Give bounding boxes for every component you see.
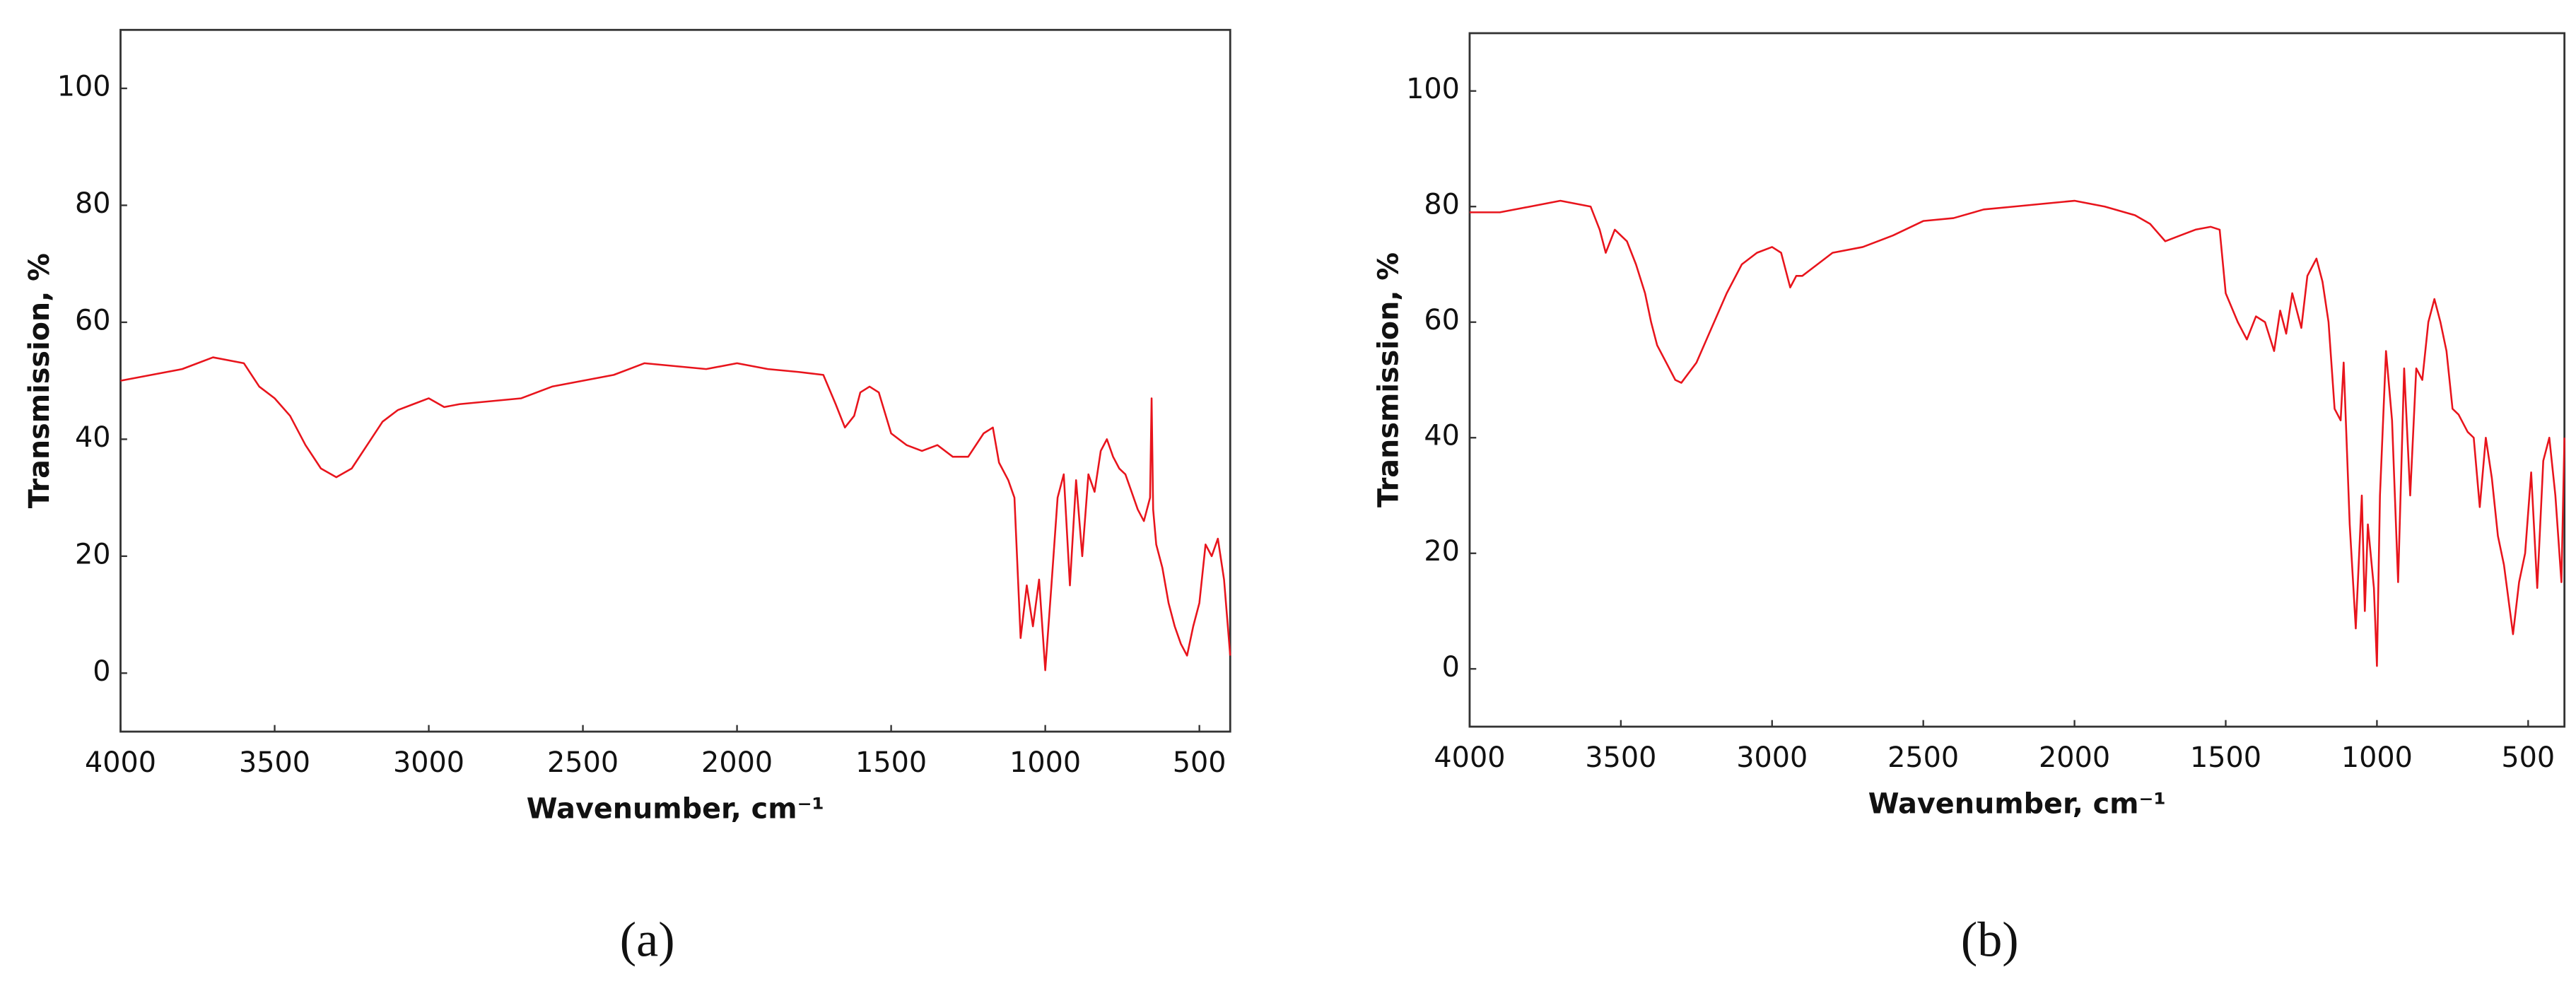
y-tick-label: 60 [75, 304, 111, 336]
x-axis-title: Wavenumber, cm⁻¹ [527, 793, 824, 826]
x-tick-label: 2500 [547, 746, 619, 779]
x-tick-label: 3000 [1736, 741, 1808, 774]
x-tick-label: 3500 [1585, 741, 1656, 774]
y-tick-label: 20 [1424, 535, 1460, 568]
x-tick-label: 3500 [239, 746, 310, 779]
x-tick-label: 1500 [855, 746, 927, 779]
x-tick-label: 500 [2501, 741, 2555, 774]
x-tick-label: 500 [1173, 746, 1226, 779]
plot-frame [119, 28, 1231, 733]
y-tick-label: 60 [1424, 304, 1460, 336]
y-axis-title: Transmission, % [1372, 252, 1405, 508]
y-tick-label: 100 [57, 71, 111, 103]
spectrum-line [1469, 199, 2565, 667]
y-tick-label: 40 [1424, 420, 1460, 452]
x-tick-label: 1000 [2341, 741, 2413, 774]
y-tick-label: 0 [1442, 651, 1460, 684]
y-tick-label: 40 [75, 421, 111, 454]
x-tick-label: 4000 [85, 746, 156, 779]
panel-label: (b) [1961, 913, 2019, 967]
x-axis-title: Wavenumber, cm⁻¹ [1868, 788, 2166, 821]
y-tick-label: 80 [75, 187, 111, 220]
panel-label: (a) [620, 913, 675, 967]
x-tick-label: 1000 [1009, 746, 1081, 779]
x-tick-label: 2500 [1887, 741, 1959, 774]
y-axis-title: Transmission, % [23, 253, 56, 508]
spectrum-line [120, 356, 1231, 672]
x-tick-label: 3000 [393, 746, 464, 779]
x-tick-label: 2000 [701, 746, 773, 779]
y-tick-label: 80 [1424, 189, 1460, 221]
y-tick-label: 0 [93, 655, 110, 688]
x-tick-label: 4000 [1434, 741, 1505, 774]
x-tick-label: 1500 [2190, 741, 2261, 774]
x-tick-label: 2000 [2039, 741, 2110, 774]
y-tick-label: 100 [1406, 73, 1460, 105]
y-tick-label: 20 [75, 538, 111, 570]
plot-frame [1468, 32, 2566, 728]
